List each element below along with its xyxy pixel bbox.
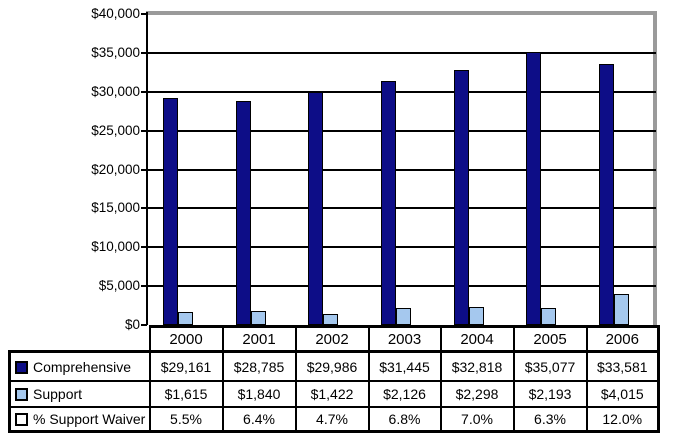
bar-support-2002 <box>323 313 339 325</box>
year-header-2002: 2002 <box>294 325 370 353</box>
row-label-comprehensive: Comprehensive <box>8 350 151 382</box>
y-axis-line <box>146 12 148 325</box>
y-tick-label: $35,000 <box>91 44 140 60</box>
y-tick-mark <box>141 129 147 132</box>
bar-comprehensive-2006 <box>598 63 614 325</box>
gridline-30000 <box>148 90 656 93</box>
value-comprehensive-2000: $29,161 <box>148 350 224 382</box>
value-comprehensive-2005: $35,077 <box>512 350 588 382</box>
bar-support-2006 <box>613 293 629 325</box>
value-comprehensive-2002: $29,986 <box>294 350 370 382</box>
value-support-2003: $2,126 <box>367 380 442 408</box>
gridline-10000 <box>148 246 656 249</box>
year-header-row: 2000 2001 2002 2003 2004 2005 2006 <box>10 325 660 353</box>
year-header-2004: 2004 <box>439 325 515 353</box>
plot-top-border <box>146 11 657 15</box>
y-tick-label: $5,000 <box>98 278 140 294</box>
y-tick-label: $40,000 <box>91 6 140 21</box>
value-support-waiver-2000: 5.5% <box>148 406 224 433</box>
y-tick-label: $15,000 <box>91 200 140 216</box>
year-header-2005: 2005 <box>512 325 588 353</box>
legend-marker-support-waiver <box>15 413 28 426</box>
y-tick-mark <box>141 13 147 15</box>
table-corner-cell <box>10 327 150 352</box>
row-label-support-waiver: % Support Waiver <box>8 406 151 433</box>
value-comprehensive-2006: $33,581 <box>585 350 660 382</box>
bar-support-2001 <box>250 310 266 325</box>
legend-marker-comprehensive <box>15 360 28 374</box>
year-header-2001: 2001 <box>221 325 297 353</box>
bar-support-2004 <box>468 307 484 325</box>
bar-support-2000 <box>178 312 194 325</box>
legend-marker-support <box>15 388 28 401</box>
table-row-support-waiver: % Support Waiver 5.5% 6.4% 4.7% 6.8% 7.0% 6.3%… <box>8 406 660 433</box>
bar-comprehensive-2005 <box>526 52 542 325</box>
bar-comprehensive-2003 <box>381 80 396 325</box>
value-support-2005: $2,193 <box>512 380 588 408</box>
bar-support-2003 <box>396 308 411 325</box>
value-support-2002: $1,422 <box>294 380 370 408</box>
plot-area <box>148 14 656 325</box>
y-tick-mark <box>141 207 147 210</box>
year-header-2003: 2003 <box>367 325 442 353</box>
value-comprehensive-2004: $32,818 <box>439 350 515 382</box>
row-label-text: Support <box>33 386 83 402</box>
value-support-2004: $2,298 <box>439 380 515 408</box>
data-table: 2000 2001 2002 2003 2004 2005 2006 Comprehensiv… <box>8 325 660 433</box>
value-support-waiver-2003: 6.8% <box>367 406 442 433</box>
value-support-waiver-2005: 6.3% <box>512 406 588 433</box>
y-tick-label: $20,000 <box>91 161 140 177</box>
row-label-text: % Support Waiver <box>33 411 146 427</box>
gridline-5000 <box>148 285 656 288</box>
bar-comprehensive-2002 <box>308 91 324 325</box>
bar-comprehensive-2004 <box>453 69 469 325</box>
table-row-comprehensive: Comprehensive $29,161 $28,785 $29,986 $31,44… <box>8 350 660 382</box>
bar-support-2005 <box>541 307 557 325</box>
y-tick-mark <box>141 51 147 54</box>
value-comprehensive-2003: $31,445 <box>367 350 442 382</box>
y-tick-label: $10,000 <box>91 239 140 255</box>
value-support-waiver-2001: 6.4% <box>221 406 297 433</box>
y-tick-label: $0 <box>124 317 140 332</box>
value-support-2000: $1,615 <box>148 380 224 408</box>
value-support-2001: $1,840 <box>221 380 297 408</box>
y-tick-label: $30,000 <box>91 83 140 99</box>
y-tick-mark <box>141 246 147 249</box>
value-support-waiver-2006: 12.0% <box>585 406 660 433</box>
y-tick-label: $25,000 <box>91 122 140 138</box>
y-tick-mark <box>141 168 147 171</box>
bar-comprehensive-2000 <box>163 98 179 325</box>
y-tick-mark <box>141 324 147 326</box>
value-support-waiver-2004: 7.0% <box>439 406 515 433</box>
row-label-text: Comprehensive <box>33 358 132 375</box>
year-header-2006: 2006 <box>585 325 660 353</box>
row-label-support: Support <box>8 380 151 408</box>
value-support-2006: $4,015 <box>585 380 660 408</box>
table-row-support: Support $1,615 $1,840 $1,422 $2,126 $2,298 $2,… <box>8 380 660 408</box>
value-support-waiver-2002: 4.7% <box>294 406 370 433</box>
y-tick-mark <box>141 90 147 93</box>
year-header-2000: 2000 <box>148 325 224 353</box>
gridline-25000 <box>148 129 656 132</box>
value-comprehensive-2001: $28,785 <box>221 350 297 382</box>
gridline-20000 <box>148 168 656 171</box>
bar-comprehensive-2001 <box>235 101 251 325</box>
y-tick-mark <box>141 285 147 288</box>
gridline-15000 <box>148 207 656 210</box>
gridline-35000 <box>148 51 656 54</box>
